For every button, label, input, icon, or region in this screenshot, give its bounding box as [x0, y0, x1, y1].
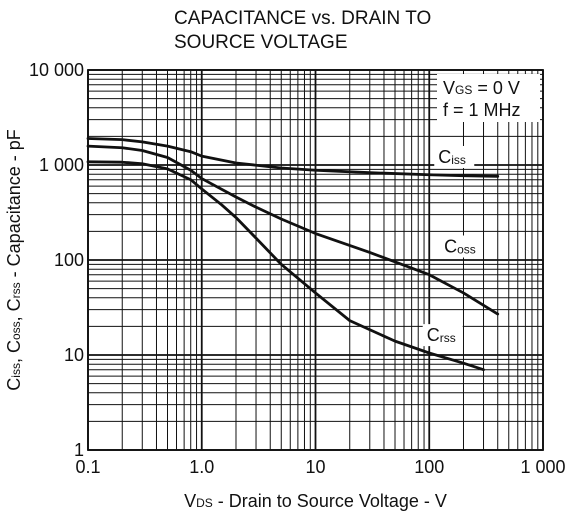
- x-tick-label: 0.1: [75, 457, 100, 477]
- plot-border: [87, 69, 544, 451]
- x-tick-label: 1.0: [189, 457, 214, 477]
- series-label-background-coss: [440, 235, 481, 258]
- series-label-coss: Coss: [444, 236, 476, 256]
- chart-title-line-1: CAPACITANCE vs. DRAIN TO: [174, 8, 431, 29]
- legend-frequency-text: f = 1 MHz: [443, 100, 521, 120]
- series-label-background-ciss: [434, 145, 475, 168]
- x-tick-label: 100: [414, 457, 444, 477]
- grid-layer: [87, 69, 544, 451]
- axis-layer: 0.1 1.0 10 100 1 000 1 10 100 1 000 10 000 VDS - D…: [4, 60, 566, 511]
- chart-title-line-2: SOURCE VOLTAGE: [174, 32, 348, 53]
- y-axis-label: Ciss, Coss, Crss - Capacitance - pF: [4, 129, 24, 390]
- curve-layer: [86, 137, 500, 372]
- x-axis-label: VDS - Drain to Source Voltage - V: [184, 491, 447, 511]
- series-line-crss: [86, 160, 485, 372]
- label-layer: VGS = 0 Vf = 1 MHz Ciss Coss Crss: [422, 74, 540, 347]
- legend-vgs-text: VGS = 0 V: [443, 78, 520, 98]
- series-label-ciss: Ciss: [438, 147, 466, 167]
- x-tick-label: 10: [305, 457, 325, 477]
- y-tick-label: 10 000: [29, 60, 84, 80]
- series-line-coss: [86, 144, 500, 316]
- y-tick-label: 1 000: [39, 155, 84, 175]
- series-label-crss: Crss: [427, 325, 456, 345]
- legend-background: [437, 74, 540, 122]
- series-label-background-crss: [422, 324, 463, 347]
- y-tick-label: 100: [54, 250, 84, 270]
- series-line-ciss: [86, 137, 500, 178]
- y-tick-label: 1: [74, 440, 84, 460]
- y-tick-label: 10: [64, 345, 84, 365]
- x-tick-label: 1 000: [520, 457, 565, 477]
